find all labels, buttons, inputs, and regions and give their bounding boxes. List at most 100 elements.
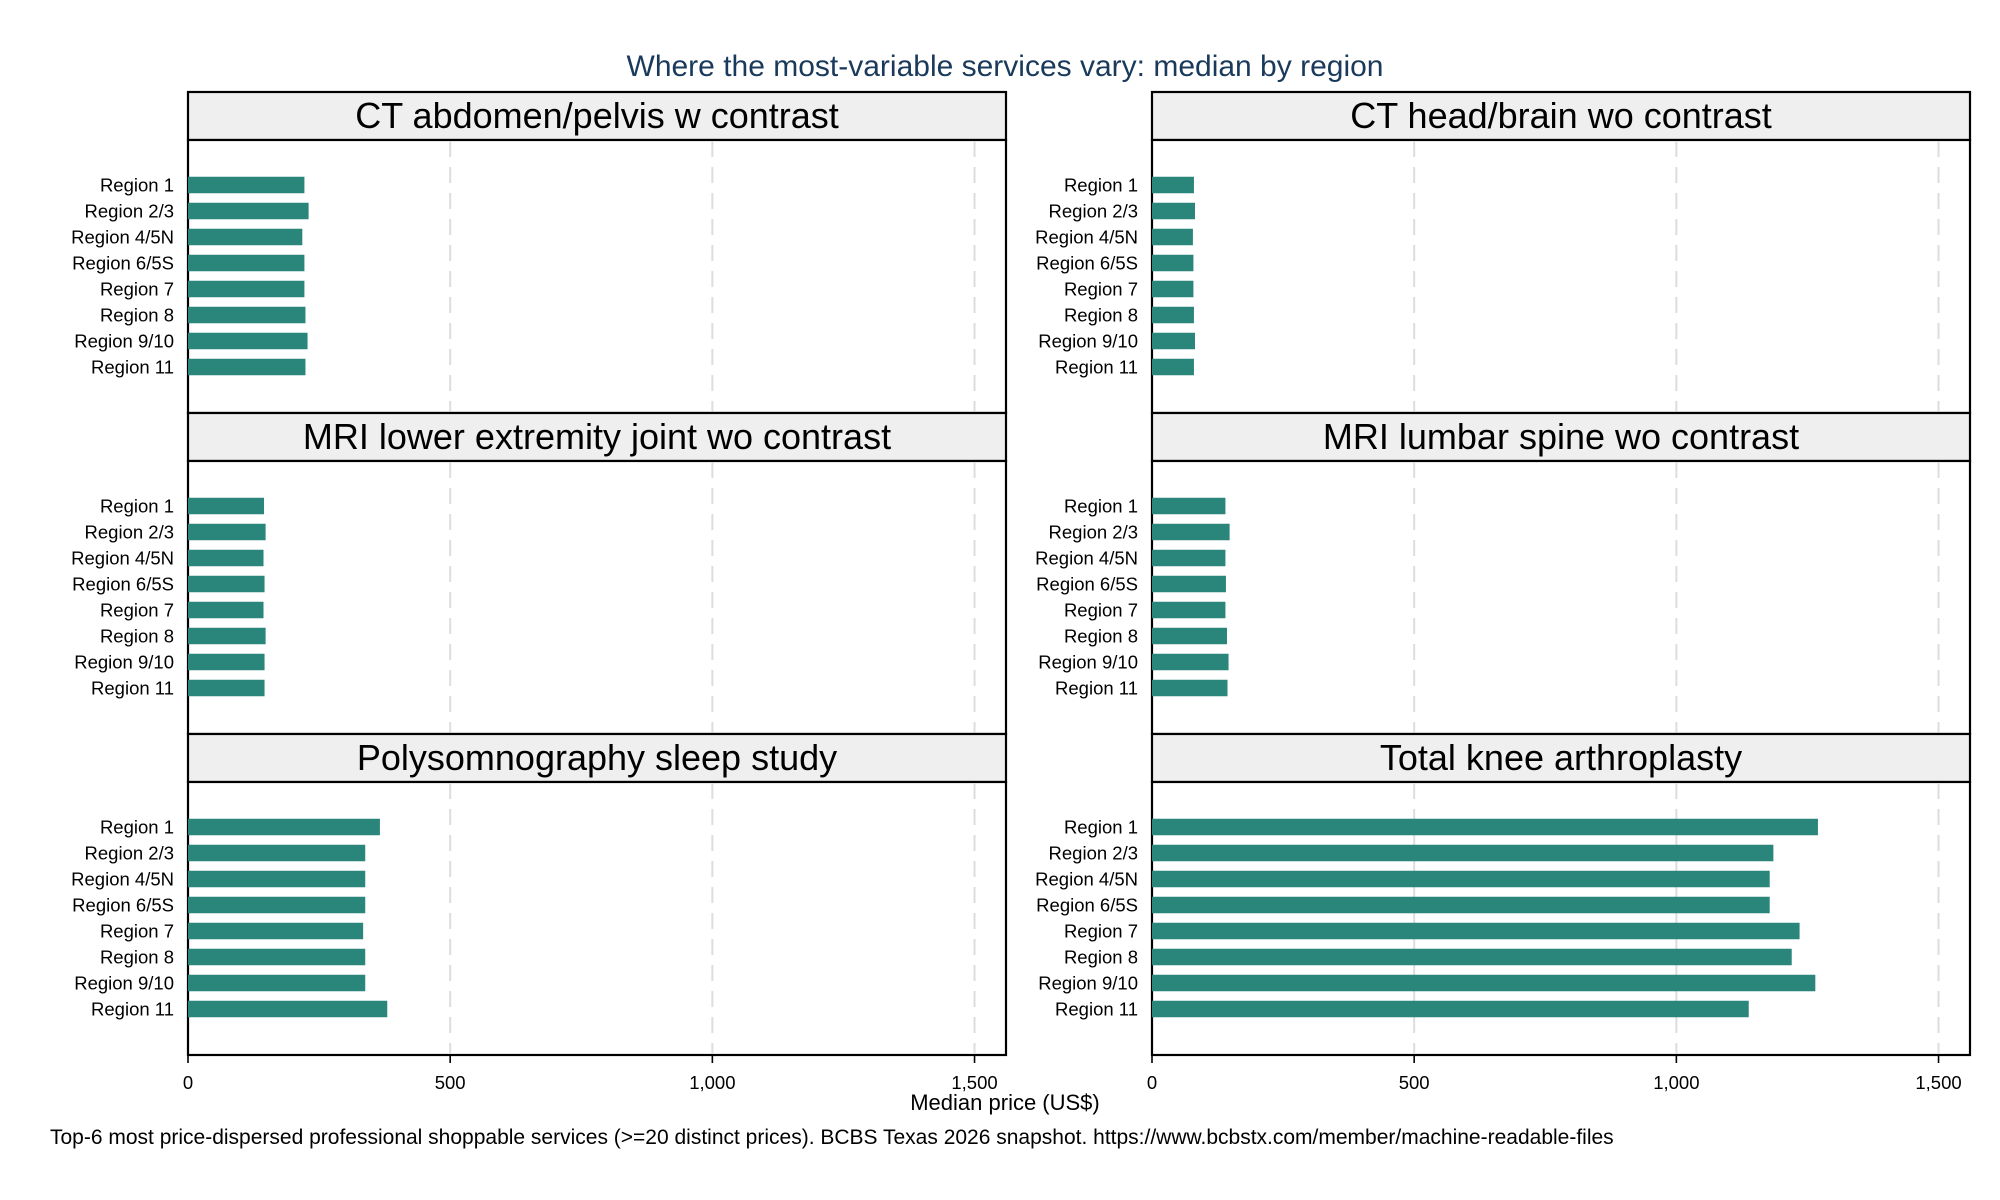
- bar: [188, 818, 380, 836]
- category-label: Region 7: [1064, 279, 1138, 300]
- bar: [188, 653, 265, 671]
- category-label: Region 8: [100, 305, 174, 326]
- x-tick-label: 0: [183, 1072, 193, 1093]
- bar: [188, 575, 265, 593]
- bar: [188, 332, 308, 350]
- bar: [188, 228, 303, 246]
- bar: [1152, 497, 1226, 515]
- bar: [1152, 870, 1770, 888]
- facet-panel: Polysomnography sleep study Region 1 Regio…: [71, 732, 1008, 1093]
- bar: [188, 844, 366, 862]
- bar: [1152, 254, 1194, 272]
- bar: [188, 280, 305, 298]
- bar: [1152, 653, 1229, 671]
- bar: [188, 549, 264, 567]
- facet-frame: [1150, 138, 1972, 415]
- bar: [188, 679, 265, 697]
- bar: [1152, 948, 1792, 966]
- category-label: Region 2/3: [1049, 201, 1138, 222]
- category-label: Region 9/10: [1038, 973, 1138, 994]
- category-label: Region 11: [91, 678, 174, 699]
- category-label: Region 8: [1064, 305, 1138, 326]
- category-label: Region 6/5S: [1036, 895, 1138, 916]
- bar: [188, 1000, 388, 1018]
- facet-title: Polysomnography sleep study: [357, 737, 837, 778]
- category-label: Region 1: [1064, 496, 1138, 517]
- bar: [1152, 228, 1193, 246]
- category-label: Region 11: [1055, 678, 1138, 699]
- bar: [188, 948, 366, 966]
- bar: [1152, 627, 1227, 645]
- x-tick-label: 500: [435, 1072, 466, 1093]
- category-label: Region 8: [100, 626, 174, 647]
- category-label: Region 9/10: [74, 331, 174, 352]
- bar: [1152, 358, 1194, 376]
- facet-title: CT abdomen/pelvis w contrast: [355, 95, 839, 136]
- category-label: Region 11: [91, 357, 174, 378]
- x-tick-label: 1,000: [689, 1072, 735, 1093]
- bar: [1152, 896, 1770, 914]
- category-label: Region 7: [100, 600, 174, 621]
- facet-strip: [1150, 90, 1972, 142]
- bar: [1152, 202, 1195, 220]
- category-label: Region 11: [1055, 999, 1138, 1020]
- bar: [188, 254, 305, 272]
- facet-panel: Total knee arthroplasty Region 1 Region 2/…: [1035, 732, 1972, 1093]
- bar: [1152, 549, 1226, 567]
- bar: [1152, 844, 1774, 862]
- facet-title: Total knee arthroplasty: [1380, 737, 1742, 778]
- chart-title: Where the most-variable services vary: m…: [627, 50, 1384, 83]
- x-axis-title: Median price (US$): [910, 1090, 1100, 1115]
- category-label: Region 2/3: [1049, 843, 1138, 864]
- category-label: Region 8: [1064, 947, 1138, 968]
- bar: [188, 601, 264, 619]
- chart-note: Top-6 most price-dispersed professional …: [50, 1126, 1614, 1149]
- x-tick-label: 1,000: [1653, 1072, 1699, 1093]
- category-label: Region 6/5S: [72, 574, 174, 595]
- category-label: Region 4/5N: [71, 227, 174, 248]
- category-label: Region 9/10: [74, 973, 174, 994]
- bar: [1152, 280, 1194, 298]
- category-label: Region 9/10: [1038, 652, 1138, 673]
- bar: [1152, 974, 1816, 992]
- category-label: Region 6/5S: [72, 253, 174, 274]
- category-label: Region 9/10: [1038, 331, 1138, 352]
- facet-panel: MRI lower extremity joint wo contrast Reg…: [71, 411, 1008, 736]
- facet-panel: CT abdomen/pelvis w contrast Region 1 Regi…: [71, 90, 1008, 415]
- category-label: Region 2/3: [85, 843, 174, 864]
- bar: [188, 870, 366, 888]
- bar: [1152, 523, 1230, 541]
- bar: [188, 627, 266, 645]
- category-label: Region 2/3: [85, 522, 174, 543]
- bar: [1152, 332, 1195, 350]
- category-label: Region 2/3: [85, 201, 174, 222]
- bar: [1152, 601, 1226, 619]
- facet-title: MRI lower extremity joint wo contrast: [303, 416, 891, 457]
- category-label: Region 7: [100, 279, 174, 300]
- bar: [188, 974, 366, 992]
- category-label: Region 8: [1064, 626, 1138, 647]
- bar: [188, 896, 366, 914]
- category-label: Region 6/5S: [1036, 574, 1138, 595]
- facet-panel: CT head/brain wo contrast Region 1 Region …: [1035, 90, 1972, 415]
- category-label: Region 7: [1064, 921, 1138, 942]
- category-label: Region 1: [1064, 175, 1138, 196]
- x-tick-label: 500: [1399, 1072, 1430, 1093]
- category-label: Region 4/5N: [1035, 869, 1138, 890]
- category-label: Region 8: [100, 947, 174, 968]
- category-label: Region 1: [1064, 817, 1138, 838]
- facet-panel: MRI lumbar spine wo contrast Region 1 Regi…: [1035, 411, 1972, 736]
- bar: [1152, 176, 1194, 194]
- category-label: Region 7: [1064, 600, 1138, 621]
- category-label: Region 2/3: [1049, 522, 1138, 543]
- category-label: Region 6/5S: [1036, 253, 1138, 274]
- category-label: Region 4/5N: [71, 548, 174, 569]
- facet-frame: [186, 459, 1008, 736]
- category-label: Region 1: [100, 175, 174, 196]
- facet-strip: [186, 411, 1008, 463]
- bar: [188, 523, 266, 541]
- facets-layer: CT abdomen/pelvis w contrast Region 1 Regi…: [71, 90, 1972, 1093]
- facet-frame: [186, 138, 1008, 415]
